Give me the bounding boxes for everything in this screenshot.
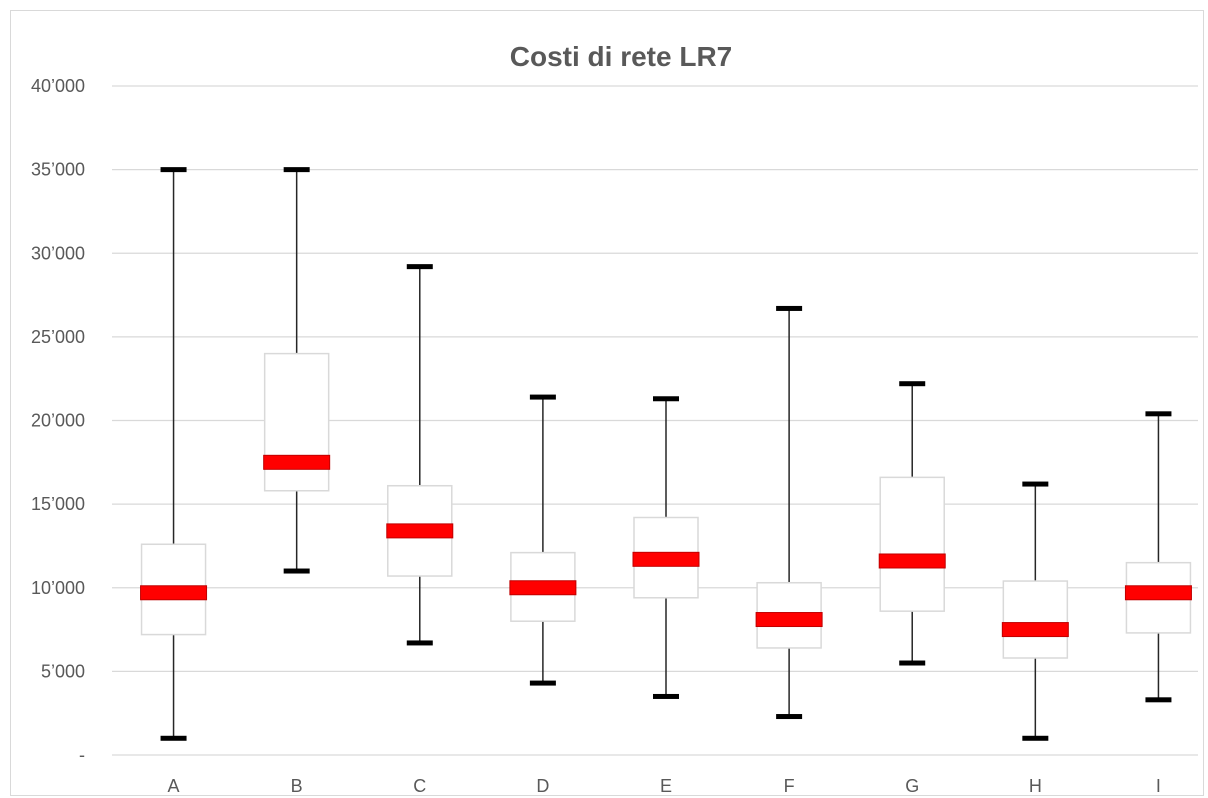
iqr-box [263,352,330,492]
median-marker [386,523,454,539]
x-tick-label: C [413,776,426,796]
y-tick-label: 15’000 [31,494,85,514]
x-tick-label: I [1156,776,1161,796]
y-tick-label: 35’000 [31,160,85,180]
min-cap [653,693,679,699]
boxes [140,167,1192,741]
max-cap [283,167,310,173]
median-marker [755,612,823,628]
box-A [140,167,208,741]
median-marker [263,454,331,470]
y-tick-label: 30’000 [31,243,85,263]
min-cap [283,568,310,574]
median-marker [632,551,700,567]
max-cap [529,394,556,400]
y-axis-tick-labels: - 5’000 10’000 15’000 20’000 25’000 30’000 35’0… [31,76,85,765]
max-cap [1145,411,1172,417]
chart-title: Costi di rete LR7 [510,41,732,72]
x-tick-label: D [536,776,549,796]
box-B [263,167,331,574]
iqr-box [879,476,945,612]
box-E [632,396,700,699]
max-cap [653,396,679,402]
x-tick-label: H [1029,776,1042,796]
x-tick-label: F [784,776,795,796]
y-tick-label: 25’000 [31,327,85,347]
y-tick-label: 20’000 [31,411,85,431]
max-cap [1022,481,1049,487]
min-cap [776,714,803,720]
min-cap [160,735,187,741]
median-marker [509,580,577,596]
x-tick-label: G [905,776,919,796]
max-cap [776,305,803,311]
y-tick-label: 5’000 [41,661,85,681]
max-cap [406,264,433,270]
box-D [509,394,577,686]
median-marker [1001,622,1069,638]
x-tick-label: E [660,776,672,796]
median-marker [1124,585,1192,601]
iqr-box [1002,580,1069,659]
min-cap [529,680,556,686]
box-H [1001,481,1069,741]
max-cap [899,381,926,387]
y-tick-label: 40’000 [31,76,85,96]
box-C [386,264,454,646]
box-F [755,305,823,720]
y-tick-label: 10’000 [31,578,85,598]
box-I [1124,411,1192,703]
min-cap [899,660,926,666]
chart-frame [10,10,1204,796]
box-G [878,381,946,666]
max-cap [160,167,187,173]
min-cap [406,640,433,646]
x-tick-label: B [291,776,303,796]
y-tick-label: - [79,745,85,765]
median-marker [140,585,208,601]
min-cap [1145,697,1172,703]
x-tick-label: A [168,776,180,796]
min-cap [1022,735,1049,741]
median-marker [878,553,946,569]
x-axis-tick-labels: A B C D E F G H I [168,776,1161,796]
